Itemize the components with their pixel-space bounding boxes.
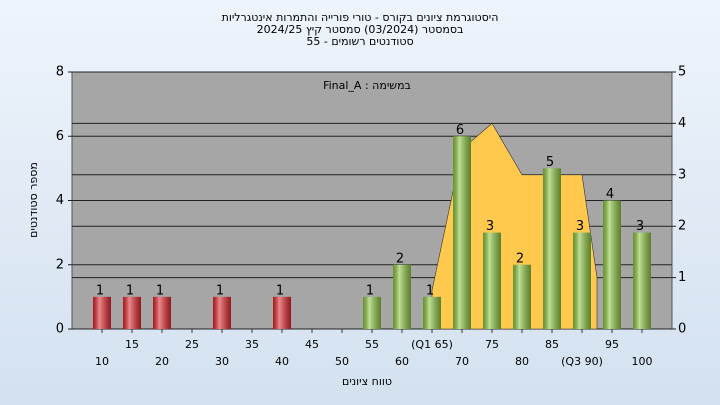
bar-shade <box>153 296 171 329</box>
x-tick-label: 30 <box>215 355 229 368</box>
value-label: 5 <box>546 155 554 170</box>
x-tick-label: 35 <box>245 338 259 351</box>
x-tick-label: 80 <box>515 355 529 368</box>
x-tick-label: 100 <box>632 355 653 368</box>
value-label: 1 <box>216 283 224 298</box>
x-tick-label: 50 <box>335 355 349 368</box>
annotation: Final_A : במשימה <box>323 79 411 92</box>
x-tick-label: 55 <box>365 338 379 351</box>
y-tick-label: 4 <box>56 193 64 208</box>
value-label: 3 <box>486 219 494 234</box>
bar-shade <box>123 296 141 329</box>
y2-tick-label: 5 <box>678 65 686 80</box>
y2-tick-label: 1 <box>678 270 686 285</box>
x-tick-label: 85 <box>545 338 559 351</box>
bar-shade <box>543 168 561 329</box>
x-axis-label: טווח ציונים <box>342 375 392 388</box>
bar-shade <box>453 136 471 329</box>
x-tick-label: 70 <box>455 355 469 368</box>
bar-shade <box>633 232 651 329</box>
x-tick-label: 25 <box>185 338 199 351</box>
title-line: היסטוגרמת ציונים בקורס - טורי פורייה והת… <box>222 11 499 24</box>
y-tick-label: 0 <box>56 322 64 337</box>
value-label: 2 <box>396 251 404 266</box>
value-label: 3 <box>636 219 644 234</box>
value-label: 3 <box>576 219 584 234</box>
bar-shade <box>93 296 111 329</box>
x-tick-label: 20 <box>155 355 169 368</box>
y2-tick-label: 3 <box>678 167 686 182</box>
value-label: 1 <box>96 283 104 298</box>
y-tick-label: 6 <box>56 129 64 144</box>
value-label: 6 <box>456 123 464 138</box>
bar-shade <box>273 296 291 329</box>
value-label: 1 <box>366 283 374 298</box>
y2-tick-label: 4 <box>678 116 686 131</box>
title-line: סטודנטים רשומים - 55 <box>306 35 413 48</box>
bar-shade <box>393 264 411 329</box>
bar-shade <box>603 200 621 329</box>
x-tick-label: 75 <box>485 338 499 351</box>
y-tick-label: 2 <box>56 257 64 272</box>
x-tick-label: (Q1 65) <box>411 338 453 351</box>
x-tick-label: 15 <box>125 338 139 351</box>
value-label: 1 <box>276 283 284 298</box>
value-label: 1 <box>126 283 134 298</box>
x-tick-label: 95 <box>605 338 619 351</box>
y2-tick-label: 2 <box>678 219 686 234</box>
x-tick-label: 40 <box>275 355 289 368</box>
value-label: 1 <box>426 283 434 298</box>
bar-shade <box>573 232 591 329</box>
x-tick-label: (Q3 90) <box>561 355 603 368</box>
bar-shade <box>363 296 381 329</box>
x-tick-label: 60 <box>395 355 409 368</box>
x-tick-label: 10 <box>95 355 109 368</box>
y-tick-label: 8 <box>56 65 64 80</box>
y-axis-label: מספר סטודנטים <box>27 162 40 238</box>
bar-shade <box>423 296 441 329</box>
bar-shade <box>513 264 531 329</box>
title-line: בסמסטר (03/2024) סמסטר קיץ 2024/25 <box>257 23 464 36</box>
value-label: 1 <box>156 283 164 298</box>
value-label: 4 <box>606 187 614 202</box>
bar-shade <box>483 232 501 329</box>
value-label: 2 <box>516 251 524 266</box>
x-tick-label: 45 <box>305 338 319 351</box>
bar-shade <box>213 296 231 329</box>
y2-tick-label: 0 <box>678 322 686 337</box>
